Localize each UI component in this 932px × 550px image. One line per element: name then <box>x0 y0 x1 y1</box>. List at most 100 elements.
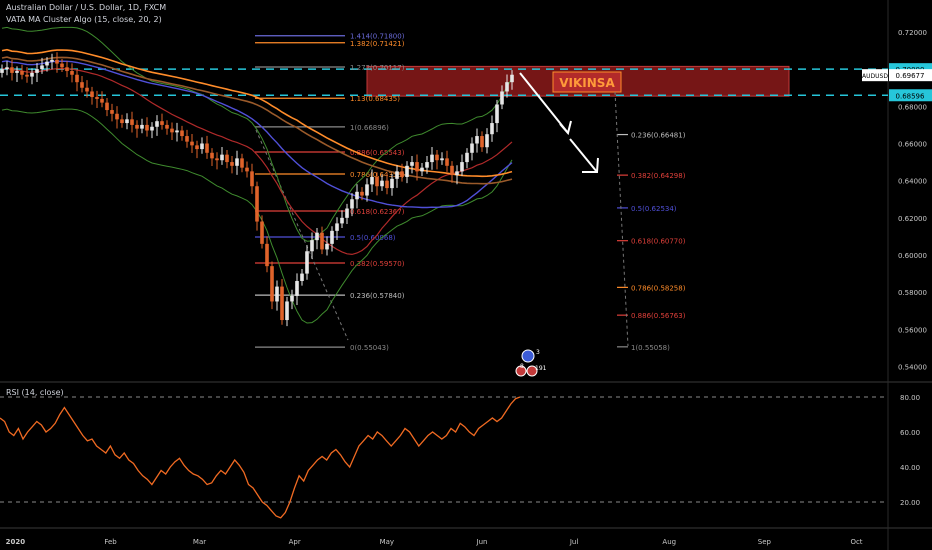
candle-body <box>265 243 269 267</box>
candle-body <box>150 126 154 131</box>
candle-body <box>395 171 399 179</box>
fib-level-label: 0.5(0.60968) <box>350 234 396 242</box>
fib-level-label: 1.272(0.70117) <box>350 64 405 72</box>
vikinsa-label-box <box>552 71 622 93</box>
candle-body <box>110 110 114 114</box>
candle-body <box>185 136 189 142</box>
candle-body <box>140 124 144 129</box>
candle-body <box>15 71 19 73</box>
candle-body <box>385 180 389 189</box>
price-tick-label: 0.62000 <box>898 215 927 223</box>
candle-body <box>405 165 409 177</box>
candle-body <box>345 208 349 218</box>
price-tag-current: 0.69677 <box>896 72 925 80</box>
time-tick-label: Aug <box>662 538 676 546</box>
candle-body <box>320 232 324 250</box>
candle-body <box>390 178 394 189</box>
candle-body <box>315 232 319 241</box>
candle-body <box>270 266 274 302</box>
price-tick-label: 0.66000 <box>898 141 927 149</box>
event-count-1: 3 <box>536 349 540 356</box>
fib-level-label: 1.13(0.68435) <box>350 95 400 103</box>
candle-body <box>100 98 104 103</box>
ma-brown-line <box>1 56 513 185</box>
rsi-title: RSI (14, close) <box>6 388 64 397</box>
candle-body <box>485 134 489 148</box>
candle-body <box>130 119 134 125</box>
candle-body <box>235 158 239 166</box>
fib-level-label: 0.382(0.59570) <box>350 260 405 268</box>
event-marker-icon <box>526 365 538 377</box>
candle-body <box>475 136 479 144</box>
rsi-tick-label: 20.00 <box>900 499 920 507</box>
ma-blue-line <box>1 60 513 209</box>
candle-body <box>70 71 74 75</box>
candle-body <box>240 158 244 168</box>
candle-body <box>430 154 434 163</box>
candle-body <box>420 167 424 172</box>
symbol-tag: AUDUSD <box>862 73 888 80</box>
time-tick-label: 2020 <box>6 538 26 546</box>
projection-arrow-1 <box>519 72 569 134</box>
rsi-line <box>0 396 521 519</box>
fib-trend-dashed <box>255 129 349 341</box>
price-tick-label: 0.54000 <box>898 364 927 372</box>
candle-body <box>230 162 234 166</box>
candle-body <box>305 251 309 274</box>
candle-body <box>300 273 304 282</box>
fib-level-label: 0.886(0.65543) <box>350 149 405 157</box>
rsi-tick-label: 80.00 <box>900 394 920 402</box>
candle-body <box>120 119 124 124</box>
time-tick-label: Mar <box>193 538 206 546</box>
candle-body <box>440 158 444 161</box>
vikinsa-label: VIKINSA <box>559 76 615 90</box>
candle-body <box>180 130 184 137</box>
candle-body <box>25 74 29 77</box>
time-tick-label: Jul <box>569 538 579 546</box>
candle-body <box>250 171 254 187</box>
candle-body <box>80 82 84 88</box>
fib-level-label: 0.618(0.62367) <box>350 208 405 216</box>
fib-projection-label: 1(0.55058) <box>631 344 670 352</box>
candle-body <box>460 162 464 172</box>
candle-body <box>170 128 174 133</box>
fib-projection-label: 0.618(0.60770) <box>631 238 686 246</box>
candle-body <box>220 154 224 161</box>
candle-body <box>335 223 339 231</box>
fib-level-label: 1.382(0.71421) <box>350 40 405 48</box>
candle-body <box>370 176 374 185</box>
candle-body <box>355 191 359 200</box>
candle-body <box>455 171 459 176</box>
candle-body <box>95 97 99 99</box>
candle-body <box>135 124 139 129</box>
ma-red-line <box>1 67 513 256</box>
candle-body <box>285 301 289 321</box>
candle-body <box>65 67 69 72</box>
candle-body <box>290 295 294 302</box>
candle-body <box>495 104 499 124</box>
price-tick-label: 0.60000 <box>898 252 927 260</box>
candle-body <box>280 286 284 321</box>
candle-body <box>275 286 279 302</box>
candle-body <box>35 69 39 73</box>
candle-body <box>510 74 514 83</box>
fib-level-label: 1(0.66896) <box>350 124 389 132</box>
upper-band-line <box>1 26 513 242</box>
time-tick-label: Apr <box>289 538 301 546</box>
candle-body <box>5 67 9 70</box>
candle-body <box>205 143 209 153</box>
candle-body <box>155 121 159 127</box>
symbol-title: Australian Dollar / U.S. Dollar, 1D, FXC… <box>6 3 167 12</box>
candle-body <box>445 158 449 166</box>
candle-body <box>0 69 4 73</box>
projection-arrowhead-1 <box>559 120 572 136</box>
symbol-tag-box <box>862 69 888 82</box>
time-tick-label: May <box>380 538 394 546</box>
candle-body <box>145 124 149 131</box>
candle-body <box>160 121 164 125</box>
event-count-3: 191 <box>535 365 547 372</box>
price-tick-label: 0.58000 <box>898 289 927 297</box>
candle-body <box>40 65 44 70</box>
candle-body <box>480 136 484 148</box>
time-tick-label: Oct <box>850 538 862 546</box>
